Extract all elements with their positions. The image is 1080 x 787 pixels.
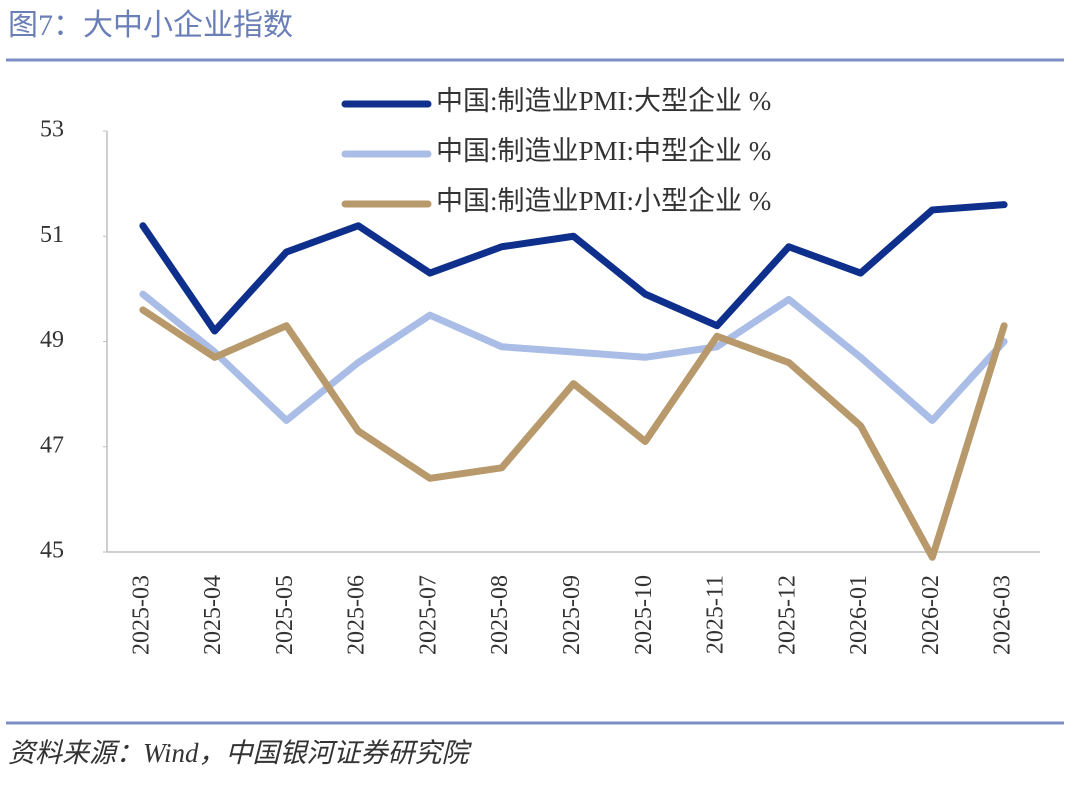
x-tick-label: 2025-04 [200,575,226,655]
y-tick-label: 47 [40,432,64,458]
series-line [139,201,1008,335]
series-line [139,306,1008,561]
series-line [139,290,1008,424]
y-tick-label: 49 [40,327,64,353]
source-note: 资料来源：Wind，中国银河证券研究院 [8,738,473,768]
x-tick-label: 2025-08 [487,575,513,655]
legend-label: 中国:制造业PMI:大型企业 % [436,86,771,116]
x-tick-label: 2025-12 [774,575,800,655]
y-tick-label: 51 [40,222,64,248]
x-tick-label: 2025-11 [703,575,729,654]
x-tick-label: 2025-06 [344,575,370,655]
x-tick-label: 2026-02 [918,575,944,655]
legend-label: 中国:制造业PMI:小型企业 % [436,186,771,216]
x-tick-label: 2025-09 [559,575,585,655]
legend-label: 中国:制造业PMI:中型企业 % [436,136,771,166]
x-tick-label: 2025-03 [128,575,154,655]
x-tick-label: 2025-10 [631,575,657,655]
y-tick-label: 53 [40,117,64,143]
y-tick-label: 45 [40,538,64,564]
x-tick-label: 2025-07 [415,575,441,655]
chart-title: 图7：大中小企业指数 [8,9,293,42]
x-tick-label: 2026-01 [846,575,872,655]
x-tick-label: 2025-05 [272,575,298,655]
x-tick-label: 2026-03 [990,575,1016,655]
